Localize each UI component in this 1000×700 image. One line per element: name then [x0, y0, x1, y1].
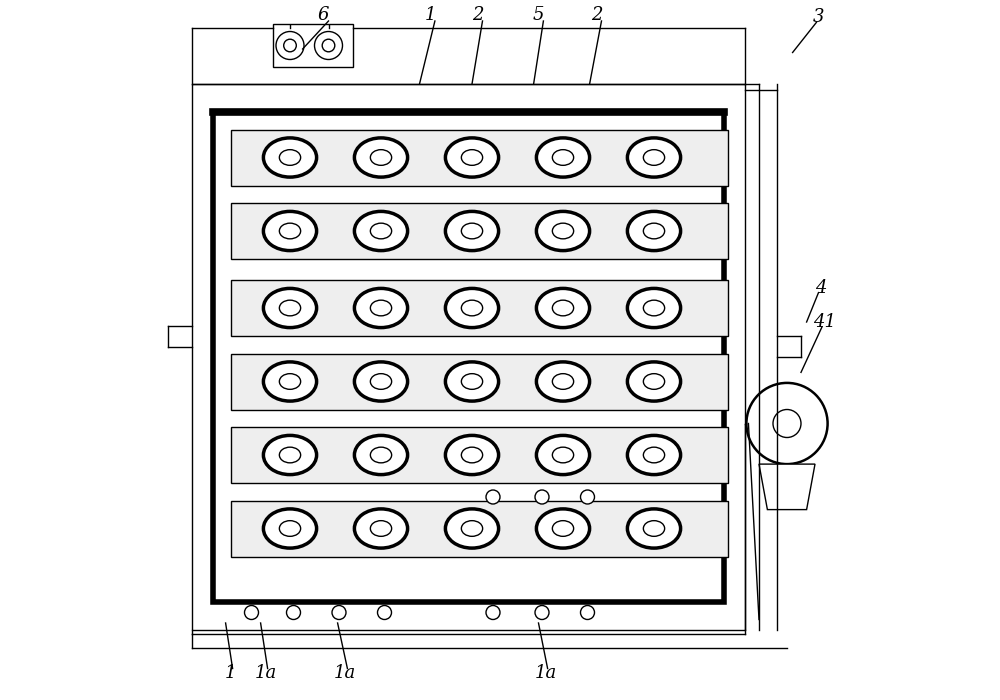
- Circle shape: [245, 606, 258, 620]
- Ellipse shape: [445, 362, 499, 401]
- Ellipse shape: [263, 288, 317, 328]
- Ellipse shape: [263, 138, 317, 177]
- Ellipse shape: [461, 447, 483, 463]
- Circle shape: [276, 32, 304, 60]
- Ellipse shape: [354, 509, 408, 548]
- Ellipse shape: [370, 521, 392, 536]
- Text: 1a: 1a: [254, 664, 277, 682]
- Ellipse shape: [552, 374, 574, 389]
- Ellipse shape: [370, 447, 392, 463]
- Ellipse shape: [643, 223, 665, 239]
- Ellipse shape: [370, 223, 392, 239]
- Ellipse shape: [536, 435, 590, 475]
- Bar: [213, 112, 724, 602]
- Circle shape: [287, 606, 300, 620]
- Circle shape: [580, 490, 594, 504]
- Text: 4: 4: [815, 279, 826, 298]
- Ellipse shape: [354, 435, 408, 475]
- Circle shape: [535, 606, 549, 620]
- Ellipse shape: [643, 374, 665, 389]
- Circle shape: [486, 606, 500, 620]
- Ellipse shape: [263, 509, 317, 548]
- Circle shape: [322, 39, 335, 52]
- Ellipse shape: [263, 435, 317, 475]
- Ellipse shape: [461, 150, 483, 165]
- Ellipse shape: [279, 447, 301, 463]
- Ellipse shape: [370, 150, 392, 165]
- Circle shape: [486, 490, 500, 504]
- Text: 6: 6: [318, 6, 329, 25]
- Polygon shape: [759, 464, 815, 510]
- Ellipse shape: [279, 223, 301, 239]
- Ellipse shape: [263, 362, 317, 401]
- Ellipse shape: [445, 509, 499, 548]
- Circle shape: [580, 606, 594, 620]
- Ellipse shape: [643, 150, 665, 165]
- Ellipse shape: [461, 300, 483, 316]
- Ellipse shape: [354, 362, 408, 401]
- Text: 2: 2: [472, 6, 483, 25]
- Bar: [192, 84, 745, 630]
- Bar: [231, 130, 728, 186]
- Ellipse shape: [643, 300, 665, 316]
- Bar: [231, 500, 728, 556]
- Ellipse shape: [445, 138, 499, 177]
- Ellipse shape: [279, 300, 301, 316]
- Circle shape: [773, 410, 801, 438]
- Ellipse shape: [627, 138, 681, 177]
- Ellipse shape: [445, 288, 499, 328]
- Circle shape: [746, 383, 828, 464]
- Text: 1a: 1a: [534, 664, 557, 682]
- Ellipse shape: [552, 521, 574, 536]
- Ellipse shape: [461, 521, 483, 536]
- Ellipse shape: [354, 138, 408, 177]
- Ellipse shape: [536, 138, 590, 177]
- Circle shape: [284, 39, 296, 52]
- Bar: [231, 354, 728, 410]
- Ellipse shape: [627, 211, 681, 251]
- Ellipse shape: [536, 509, 590, 548]
- Ellipse shape: [552, 150, 574, 165]
- Ellipse shape: [445, 211, 499, 251]
- Ellipse shape: [643, 521, 665, 536]
- Ellipse shape: [370, 300, 392, 316]
- Ellipse shape: [552, 223, 574, 239]
- Ellipse shape: [627, 288, 681, 328]
- Ellipse shape: [627, 435, 681, 475]
- Ellipse shape: [354, 211, 408, 251]
- Text: 2: 2: [591, 6, 602, 25]
- Ellipse shape: [643, 447, 665, 463]
- Text: 5: 5: [533, 6, 544, 25]
- Circle shape: [378, 606, 392, 620]
- Ellipse shape: [536, 288, 590, 328]
- Bar: [231, 427, 728, 483]
- Text: 3: 3: [813, 8, 824, 27]
- Ellipse shape: [354, 288, 408, 328]
- Ellipse shape: [552, 447, 574, 463]
- Text: 1: 1: [424, 6, 436, 25]
- Ellipse shape: [627, 362, 681, 401]
- Bar: [231, 203, 728, 259]
- Circle shape: [332, 606, 346, 620]
- Bar: [231, 280, 728, 336]
- Circle shape: [314, 32, 342, 60]
- Text: 1a: 1a: [333, 664, 356, 682]
- Text: 41: 41: [813, 313, 836, 331]
- Ellipse shape: [536, 211, 590, 251]
- Ellipse shape: [627, 509, 681, 548]
- Ellipse shape: [279, 374, 301, 389]
- Circle shape: [535, 490, 549, 504]
- Ellipse shape: [461, 223, 483, 239]
- Ellipse shape: [461, 374, 483, 389]
- Bar: [272, 25, 353, 66]
- Text: 1: 1: [225, 664, 236, 682]
- Ellipse shape: [263, 211, 317, 251]
- Ellipse shape: [445, 435, 499, 475]
- Ellipse shape: [279, 521, 301, 536]
- Ellipse shape: [370, 374, 392, 389]
- Ellipse shape: [552, 300, 574, 316]
- Ellipse shape: [279, 150, 301, 165]
- Ellipse shape: [536, 362, 590, 401]
